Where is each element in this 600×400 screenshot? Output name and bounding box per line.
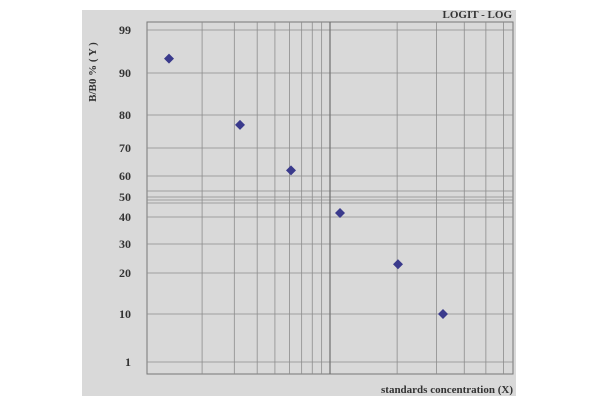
data-point-marker: [286, 165, 296, 176]
x-axis-label: standards concentration (X): [381, 384, 513, 396]
data-points: [164, 53, 448, 319]
y-tick-label: 50: [119, 190, 131, 204]
data-point-marker: [164, 53, 174, 64]
y-tick-label: 99: [119, 23, 131, 37]
y-axis-label: B/B0 % ( Y ): [87, 42, 99, 102]
y-tick-labels: 99 90 80 70 60 50 40 30 20 10 1: [119, 23, 131, 369]
y-tick-label: 20: [119, 266, 131, 280]
y-tick-label: 80: [119, 108, 131, 122]
chart-title: LOGIT - LOG: [443, 9, 513, 21]
data-point-marker: [393, 259, 403, 270]
data-point-marker: [438, 309, 448, 319]
y-tick-label: 10: [119, 307, 131, 321]
y-tick-label: 90: [119, 66, 131, 80]
y-tick-label: 1: [125, 355, 131, 369]
y-tick-label: 60: [119, 169, 131, 183]
y-tick-label: 70: [119, 141, 131, 155]
y-tick-label: 30: [119, 237, 131, 251]
data-point-marker: [335, 208, 345, 218]
grid-layer: [147, 22, 513, 374]
data-point-marker: [235, 119, 245, 130]
y-tick-label: 40: [119, 210, 131, 224]
